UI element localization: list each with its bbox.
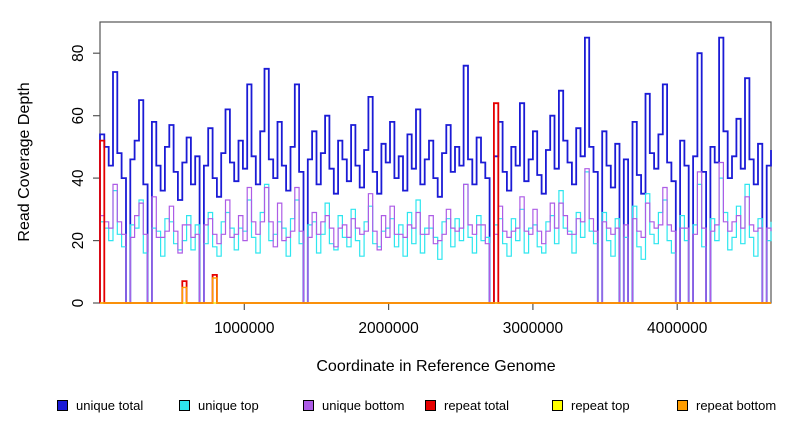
legend-item-unique-top: unique top [179, 398, 259, 413]
y-tick-label: 20 [70, 232, 87, 250]
legend: unique total unique top unique bottom repea… [0, 398, 792, 420]
legend-item-repeat-total: repeat total [425, 398, 509, 413]
x-tick-label: 1000000 [214, 320, 275, 337]
legend-label: repeat bottom [696, 398, 777, 413]
legend-swatch-unique-total [57, 400, 68, 411]
y-tick-label: 80 [70, 44, 87, 62]
series-line-repeat-bottom [100, 277, 771, 304]
legend-item-unique-total: unique total [57, 398, 143, 413]
legend-label: repeat total [444, 398, 510, 413]
y-axis-title: Read Coverage Depth [16, 82, 33, 242]
legend-label: repeat top [571, 398, 630, 413]
legend-swatch-repeat-top [552, 400, 563, 411]
legend-item-unique-bottom: unique bottom [303, 398, 404, 413]
series-line-repeat-total [99, 102, 771, 304]
legend-swatch-unique-top [179, 400, 190, 411]
legend-item-repeat-top: repeat top [552, 398, 630, 413]
series-line-unique-bottom [99, 161, 772, 304]
legend-swatch-unique-bottom [303, 400, 314, 411]
series-line-unique-total [99, 36, 772, 304]
legend-label: unique bottom [322, 398, 405, 413]
y-tick-label: 0 [70, 298, 87, 307]
x-tick-label: 3000000 [503, 320, 564, 337]
series-line-unique-top [99, 171, 772, 304]
legend-swatch-repeat-bottom [677, 400, 688, 411]
legend-label: unique top [198, 398, 259, 413]
y-tick-label: 40 [70, 169, 87, 187]
y-tick-label: 60 [70, 107, 87, 125]
x-axis-title: Coordinate in Reference Genome [316, 358, 556, 375]
x-tick-label: 2000000 [358, 320, 419, 337]
legend-swatch-repeat-total [425, 400, 436, 411]
x-tick-label: 4000000 [647, 320, 708, 337]
legend-label: unique total [76, 398, 144, 413]
legend-item-repeat-bottom: repeat bottom [677, 398, 776, 413]
